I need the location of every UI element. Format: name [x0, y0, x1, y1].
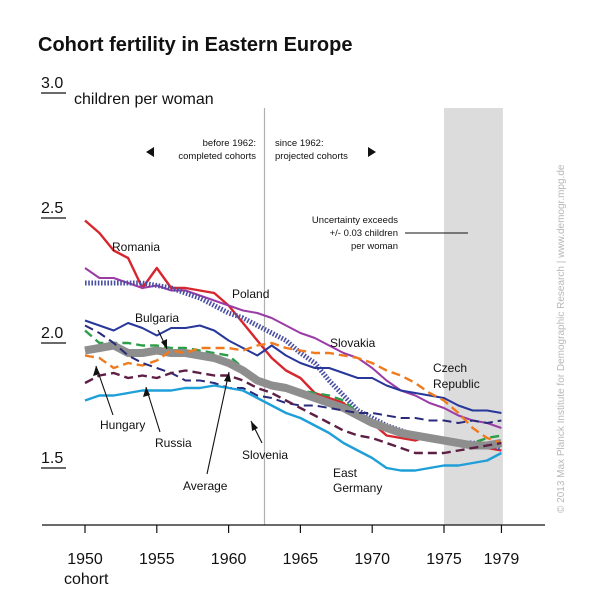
- x-axis-label: cohort: [64, 571, 109, 588]
- series-label-bulgaria: Bulgaria: [135, 311, 179, 325]
- y-tick-label: 2.5: [41, 200, 63, 217]
- y-axis-label: children per woman: [74, 91, 214, 108]
- y-tick-label: 2.0: [41, 325, 63, 342]
- series-label-czech: Czech: [433, 361, 467, 375]
- left-arrow-icon: [146, 147, 154, 157]
- uncertainty-band: [444, 108, 503, 525]
- chart-title: Cohort fertility in Eastern Europe: [38, 34, 353, 56]
- x-ticks: 1950 1955 1960 1965 1970 1975 1979: [67, 525, 519, 568]
- series-label-slovenia: Slovenia: [242, 448, 288, 462]
- series-lines: [84, 219, 503, 472]
- x-tick-label: 1970: [354, 551, 390, 568]
- russia-arrowhead: [143, 387, 150, 397]
- x-tick-label: 1979: [484, 551, 520, 568]
- series-line-hungary: [84, 341, 502, 445]
- series-label-germany: Germany: [333, 481, 382, 495]
- series-label-hungary: Hungary: [100, 418, 145, 432]
- series-line-czech-republic: [84, 319, 502, 414]
- series-line-russia: [84, 324, 502, 424]
- bulgaria-arrowhead: [161, 339, 167, 349]
- series-label-average: Average: [183, 479, 228, 493]
- x-tick-label: 1955: [139, 551, 175, 568]
- x-tick-label: 1975: [426, 551, 462, 568]
- average-leader: [206, 371, 230, 475]
- slovenia-arrowhead: [251, 421, 258, 431]
- y-tick-label: 3.0: [41, 75, 63, 92]
- series-line-slovakia: [84, 267, 502, 429]
- y-tick-label: 1.5: [41, 450, 63, 467]
- right-arrow-icon: [368, 147, 376, 157]
- series-label-east: East: [333, 466, 358, 480]
- before-sub-label: completed cohorts: [178, 151, 256, 162]
- uncertainty-line-1: Uncertainty exceeds: [312, 215, 398, 226]
- uncertainty-line-2: +/- 0.03 children: [330, 228, 398, 239]
- series-label-poland: Poland: [232, 287, 269, 301]
- x-tick-label: 1950: [67, 551, 103, 568]
- since-label: since 1962:: [275, 138, 324, 149]
- series-label-russia: Russia: [155, 436, 192, 450]
- before-label: before 1962:: [203, 138, 256, 149]
- x-tick-label: 1965: [283, 551, 319, 568]
- series-line-bulgaria: [84, 329, 502, 445]
- series-labels: Romania Poland Bulgaria Slovakia Czech Republ…: [100, 240, 480, 495]
- series-line-average: [84, 341, 503, 450]
- y-ticks: 3.0 2.5 2.0 1.5: [41, 75, 66, 469]
- x-tick-label: 1960: [211, 551, 247, 568]
- series-line-east-germany: [84, 384, 502, 472]
- series-label-republic: Republic: [433, 377, 480, 391]
- since-sub-label: projected cohorts: [275, 151, 348, 162]
- leader-arrowheads: [93, 339, 258, 431]
- series-label-slovakia: Slovakia: [330, 336, 376, 350]
- average-arrowhead: [224, 372, 231, 382]
- hungary-arrowhead: [93, 366, 100, 376]
- uncertainty-line-3: per woman: [351, 241, 398, 252]
- series-line-slovenia: [84, 369, 502, 455]
- series-label-romania: Romania: [112, 240, 160, 254]
